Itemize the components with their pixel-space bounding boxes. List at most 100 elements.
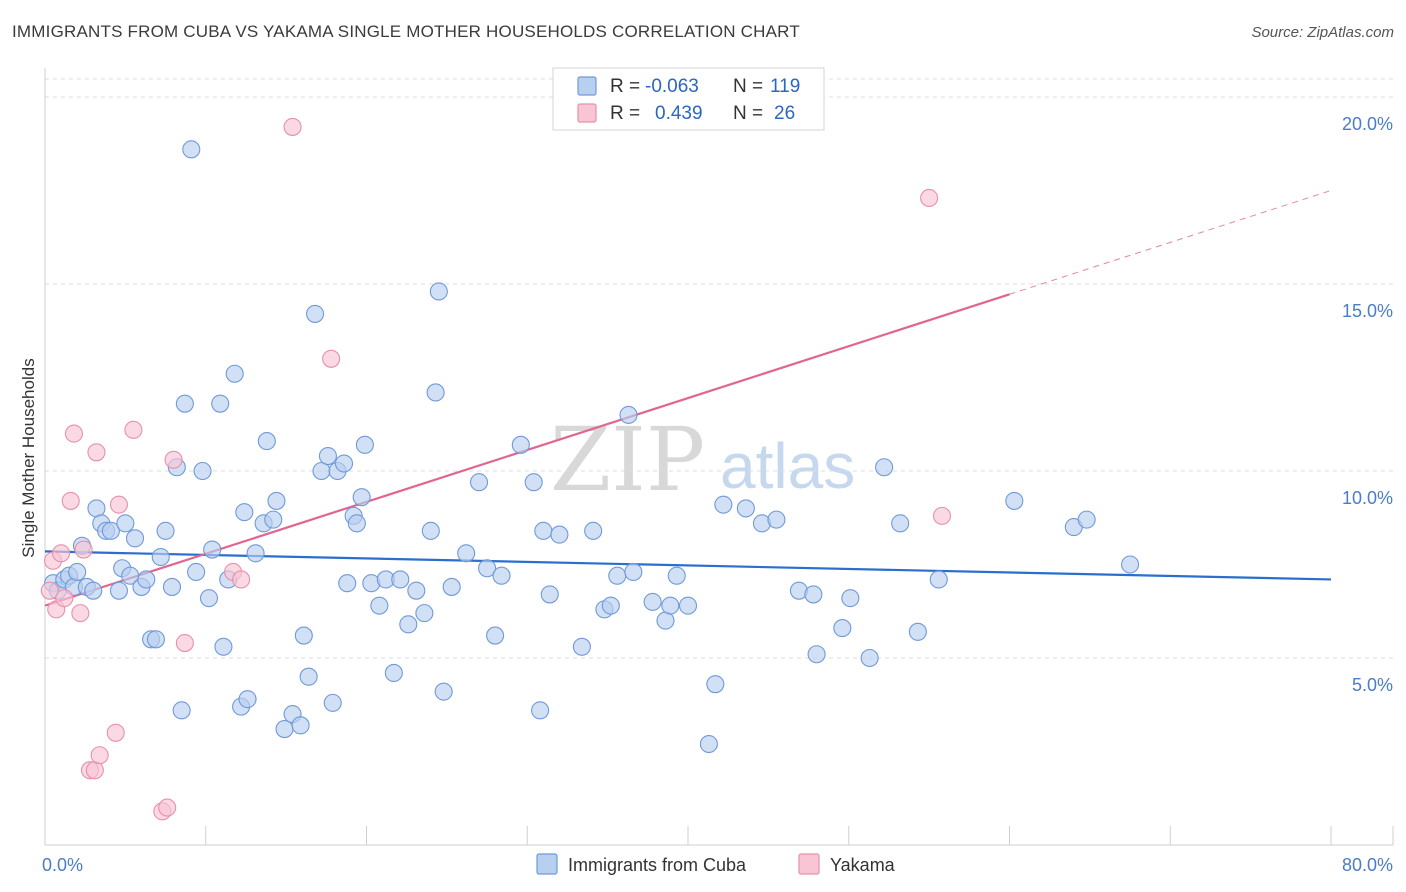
chart-title: IMMIGRANTS FROM CUBA VS YAKAMA SINGLE MO… (12, 22, 800, 41)
point-yakama (283, 117, 302, 136)
point-cuba (667, 566, 686, 585)
point-cuba (352, 488, 371, 507)
point-yakama (164, 450, 183, 469)
point-cuba (1005, 491, 1024, 510)
legend-swatch-pink (577, 103, 597, 123)
point-cuba (125, 529, 145, 548)
point-cuba (608, 566, 627, 585)
y-tick-label: 5.0% (1352, 675, 1393, 695)
bottom-legend-label-2: Yakama (830, 855, 896, 875)
point-cuba (146, 630, 165, 649)
point-cuba (162, 577, 182, 596)
point-cuba (68, 562, 87, 582)
legend-r-value-2: 0.439 (655, 103, 703, 124)
top-legend-box (552, 67, 825, 131)
point-cuba (214, 637, 233, 656)
point-cuba (267, 491, 286, 510)
point-cuba (584, 521, 603, 540)
point-cuba (643, 592, 662, 611)
point-cuba (804, 585, 823, 604)
point-cuba (1077, 510, 1096, 529)
legend-n-value-2: 26 (774, 103, 795, 124)
point-cuba (101, 521, 120, 540)
point-cuba (550, 525, 569, 544)
point-cuba (706, 675, 725, 694)
legend-r-value-1: -0.063 (645, 76, 699, 97)
point-cuba (211, 394, 230, 413)
watermark-atlas: atlas (720, 430, 855, 502)
point-cuba (187, 562, 206, 582)
legend-n-label-1: N = (733, 76, 763, 97)
bottom-legend-label-1: Immigrants from Cuba (568, 855, 747, 875)
point-yakama (52, 544, 71, 563)
legend-swatch-blue (577, 76, 597, 96)
point-cuba (238, 690, 257, 709)
point-yakama (87, 443, 106, 462)
point-cuba (235, 503, 254, 522)
point-cuba (908, 622, 927, 641)
point-yakama (322, 349, 341, 368)
point-cuba (246, 544, 265, 563)
point-cuba (511, 435, 530, 454)
point-cuba (699, 734, 718, 754)
y-tick-label: 15.0% (1342, 301, 1393, 321)
point-cuba (182, 140, 201, 159)
point-cuba (355, 435, 374, 454)
point-cuba (531, 701, 550, 720)
point-cuba (767, 510, 786, 529)
point-cuba (572, 637, 591, 656)
point-cuba (534, 521, 553, 540)
point-cuba (156, 521, 175, 540)
point-yakama (124, 420, 143, 439)
point-cuba (486, 626, 505, 645)
point-cuba (384, 663, 403, 683)
point-cuba (193, 461, 212, 481)
point-cuba (275, 720, 294, 739)
point-cuba (391, 570, 410, 589)
point-yakama (74, 540, 93, 559)
point-cuba (116, 514, 135, 533)
point-cuba (661, 596, 680, 615)
point-cuba (407, 581, 426, 600)
point-cuba (137, 570, 156, 589)
point-cuba (318, 446, 337, 466)
point-cuba (434, 682, 453, 701)
point-cuba (421, 521, 440, 540)
point-cuba (478, 559, 497, 578)
trend-line-yakama-extension (1009, 190, 1332, 295)
x-tick-label: 80.0% (1342, 855, 1393, 875)
point-cuba (291, 716, 310, 735)
point-cuba (257, 432, 276, 451)
point-yakama (64, 424, 83, 443)
point-cuba (678, 596, 698, 615)
point-yakama (175, 633, 194, 653)
point-cuba (624, 562, 643, 582)
bottom-legend-swatch-blue (536, 853, 558, 875)
point-cuba (656, 611, 675, 630)
point-cuba (469, 473, 489, 492)
point-yakama (71, 604, 90, 623)
point-cuba (199, 589, 219, 608)
point-cuba (736, 499, 755, 518)
y-tick-label: 20.0% (1342, 114, 1393, 134)
point-cuba (370, 596, 389, 615)
gridlines (45, 78, 1393, 659)
point-cuba (833, 619, 852, 638)
top-legend: R = -0.063 N = 119 R = 0.439 N = 26 (552, 67, 825, 131)
point-yakama (232, 570, 251, 589)
source-label: Source: ZipAtlas.com (1251, 24, 1394, 41)
point-cuba (399, 615, 418, 634)
point-cuba (87, 499, 106, 518)
point-cuba (299, 667, 318, 686)
point-cuba (84, 581, 103, 600)
point-cuba (429, 282, 448, 301)
point-cuba (203, 540, 222, 559)
point-cuba (929, 570, 948, 589)
point-cuba (875, 458, 894, 477)
legend-r-label-2: R = (610, 103, 640, 124)
bottom-legend-swatch-pink (798, 853, 820, 875)
point-cuba (306, 304, 325, 323)
y-axis-label: Single Mother Households (19, 358, 38, 557)
legend-n-value-1: 119 (770, 76, 800, 97)
point-cuba (442, 577, 461, 596)
